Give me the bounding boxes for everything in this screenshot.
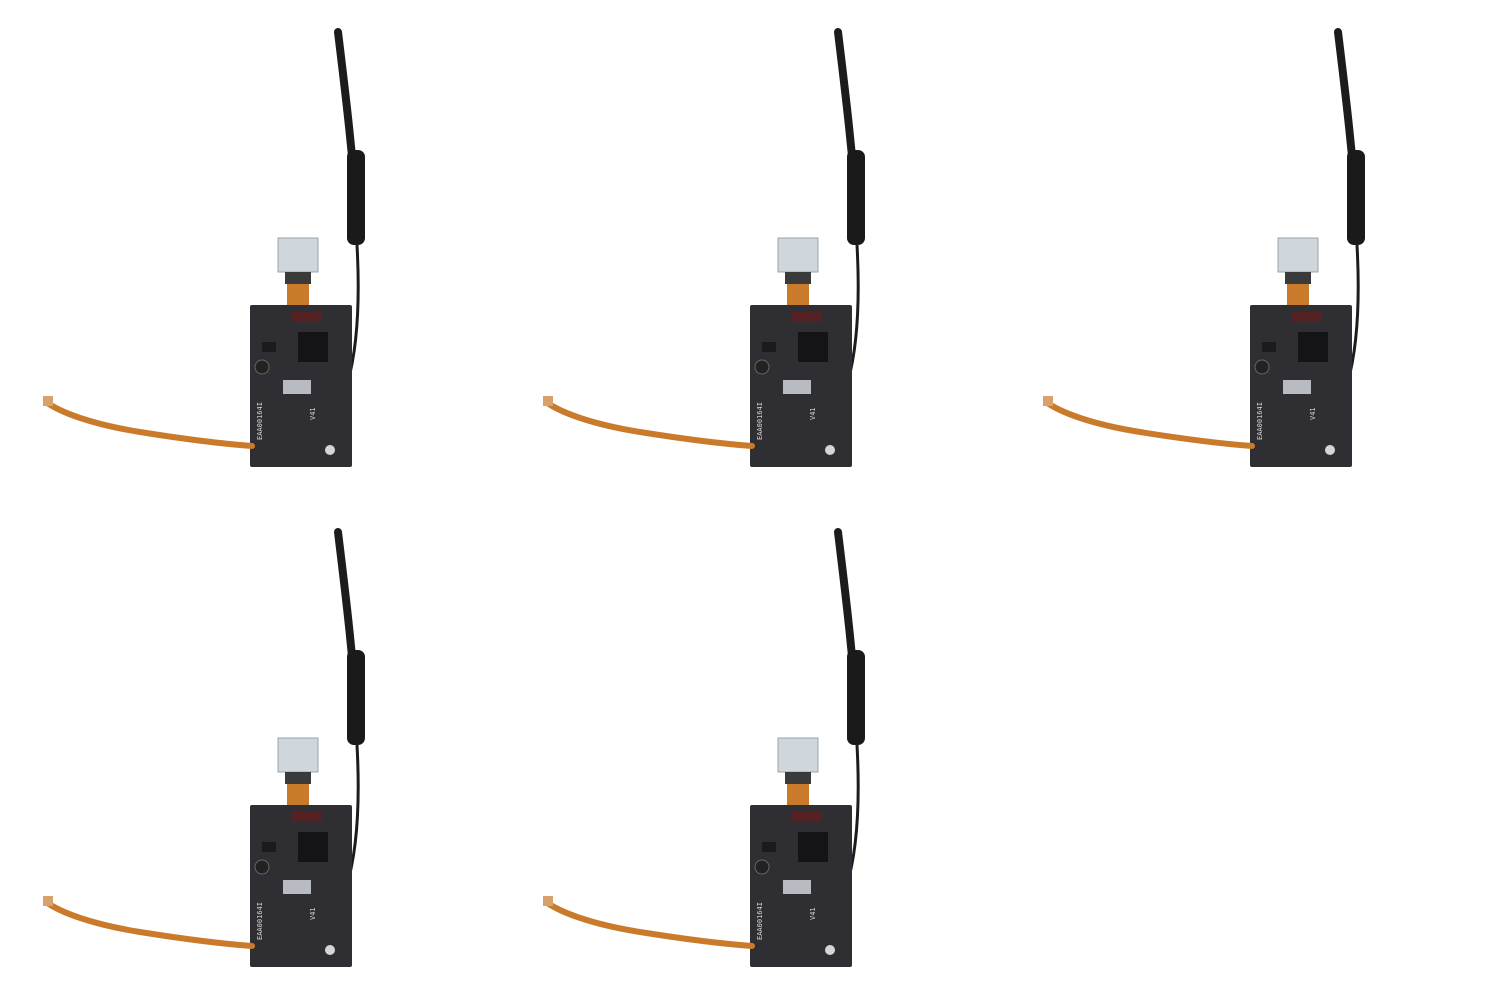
camera-base <box>285 272 311 284</box>
board-version: V41 <box>809 407 817 420</box>
product-photo-5: EAA00164I V41 <box>500 500 1000 1000</box>
board-version: V41 <box>809 907 817 920</box>
board-marking: EAA00164I <box>756 902 764 940</box>
board-marking: EAA00164I <box>756 402 764 440</box>
board-version: V41 <box>309 907 317 920</box>
product-photo-4: EAA00164I V41 <box>0 500 500 1000</box>
fpv-camera-module-illustration: EAA00164I V41 <box>43 528 365 967</box>
camera-flex-cable <box>287 284 309 308</box>
board-version: V41 <box>1309 407 1317 420</box>
component <box>262 342 276 352</box>
product-photo-1: EAA00164I V41 <box>0 0 500 500</box>
board-marking: EAA00164I <box>256 402 264 440</box>
antenna-sleeve <box>347 150 365 245</box>
fpv-camera-module-illustration: EAA00164I V41 <box>543 28 865 467</box>
flex-cable <box>43 399 255 449</box>
board-marking: EAA00164I <box>1256 402 1264 440</box>
crystal <box>283 380 311 394</box>
inductor <box>254 359 270 375</box>
fpv-camera-module-illustration: EAA00164I V41 <box>543 528 865 967</box>
flex-cable-connector <box>43 396 53 406</box>
fpv-camera-module-illustration: EAA00164I V41 <box>43 28 365 467</box>
fpv-camera-module-illustration: EAA00164I V41 <box>1043 28 1365 467</box>
camera-sensor <box>277 237 319 273</box>
board-marking: EAA00164I <box>256 902 264 940</box>
main-chip <box>298 332 328 362</box>
solder-pad <box>325 445 335 455</box>
product-photo-2: EAA00164I V41 <box>500 0 1000 500</box>
product-photo-3: EAA00164I V41 <box>1000 0 1500 500</box>
red-marking <box>292 312 322 322</box>
board-version: V41 <box>309 407 317 420</box>
